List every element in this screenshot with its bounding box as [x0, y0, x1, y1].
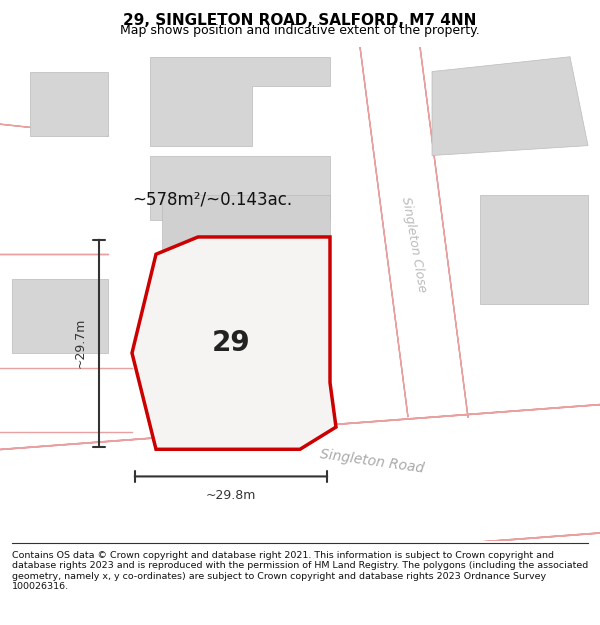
Polygon shape [0, 368, 132, 432]
Polygon shape [0, 402, 600, 580]
Text: Singleton Close: Singleton Close [399, 196, 429, 293]
Text: Singleton Road: Singleton Road [319, 448, 425, 476]
Polygon shape [12, 279, 108, 353]
Polygon shape [132, 22, 360, 71]
Text: Map shows position and indicative extent of the property.: Map shows position and indicative extent… [120, 24, 480, 36]
Polygon shape [30, 71, 108, 136]
Polygon shape [150, 156, 330, 254]
Text: 29: 29 [212, 329, 250, 357]
Polygon shape [150, 57, 330, 146]
Polygon shape [480, 195, 588, 304]
Text: ~29.7m: ~29.7m [74, 318, 87, 368]
Polygon shape [132, 237, 336, 449]
Polygon shape [360, 47, 468, 418]
Text: ~29.8m: ~29.8m [206, 489, 256, 502]
Text: Contains OS data © Crown copyright and database right 2021. This information is : Contains OS data © Crown copyright and d… [12, 551, 588, 591]
Polygon shape [0, 121, 108, 254]
Text: ~578m²/~0.143ac.: ~578m²/~0.143ac. [132, 191, 292, 209]
Text: 29, SINGLETON ROAD, SALFORD, M7 4NN: 29, SINGLETON ROAD, SALFORD, M7 4NN [124, 13, 476, 28]
Polygon shape [162, 195, 330, 402]
Polygon shape [432, 57, 588, 156]
